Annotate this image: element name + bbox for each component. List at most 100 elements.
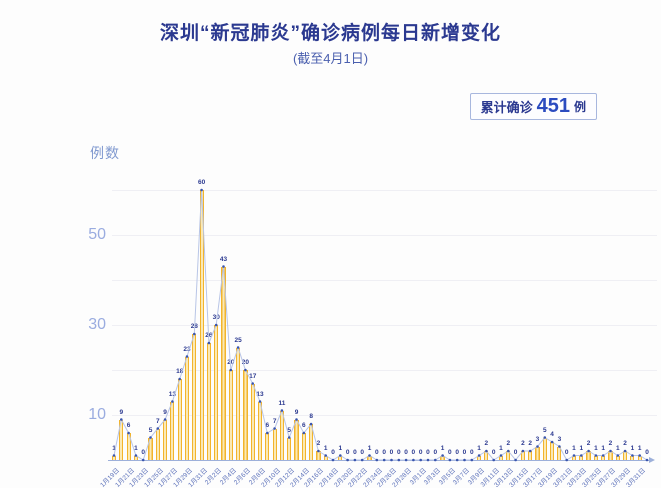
bar-value-label: 0 (564, 449, 569, 456)
bar-value-label: 2 (623, 440, 627, 447)
bar-value-label: 0 (462, 449, 467, 456)
bar-value-label: 30 (212, 314, 220, 321)
bar-value-label: 3 (535, 435, 540, 443)
bar (199, 190, 204, 460)
bar (192, 334, 197, 460)
bar (206, 343, 211, 460)
bar-value-label: 0 (141, 449, 146, 456)
bar (484, 451, 489, 460)
bar (221, 266, 226, 460)
bar-value-label: 5 (542, 426, 547, 434)
bar-value-label: 0 (353, 449, 357, 456)
bar (535, 446, 540, 460)
bar-value-label: 7 (272, 417, 277, 425)
bar-value-label: 2 (506, 440, 511, 447)
bar-value-label: 1 (367, 444, 372, 452)
bar-value-label: 0 (389, 449, 394, 456)
bar-value-label: 2 (521, 440, 525, 447)
bar-value-label: 20 (241, 359, 250, 366)
bar-value-label: 6 (126, 422, 131, 429)
bar-value-label: 0 (469, 449, 474, 456)
bar (476, 455, 482, 460)
cumulative-total-unit: 例 (573, 99, 586, 114)
bar-value-label: 0 (426, 449, 430, 456)
bar-value-label: 1 (499, 444, 503, 452)
bar-value-label: 1 (615, 444, 620, 452)
bar (323, 455, 328, 460)
bar-value-label: 0 (345, 449, 350, 456)
bar (184, 356, 190, 460)
gridline (112, 280, 657, 281)
bar-value-label: 9 (163, 408, 167, 416)
bar (615, 455, 620, 460)
y-tick-label: 50 (88, 226, 106, 243)
bar (593, 455, 598, 460)
bar-value-label: 1 (338, 444, 343, 452)
bar-value-label: 5 (148, 426, 153, 434)
bar (586, 451, 591, 460)
bar-value-label: 1 (601, 444, 605, 452)
bar-value-label: 0 (382, 449, 386, 456)
bar (265, 433, 270, 460)
bar (294, 419, 299, 460)
bar (579, 455, 584, 460)
bar (279, 410, 285, 460)
cumulative-total-label: 累计确诊 (480, 99, 533, 115)
bar (440, 455, 445, 460)
y-tick-label: 10 (88, 406, 106, 423)
bar-value-label: 2 (608, 440, 613, 447)
bar-value-label: 26 (205, 332, 213, 339)
bar-value-label: 28 (190, 323, 198, 330)
bar-value-label: 6 (302, 422, 306, 429)
bar (622, 451, 628, 460)
cumulative-total-badge: 累计确诊 451 例 (469, 93, 597, 120)
bar-value-label: 2 (316, 440, 321, 447)
bar-value-label: 0 (375, 449, 379, 456)
bar-value-label: 43 (219, 255, 228, 263)
bar-value-label: 0 (491, 449, 496, 456)
bar-value-label: 13 (168, 390, 177, 398)
bar (228, 370, 233, 460)
bar (601, 455, 606, 460)
bar-value-label: 0 (448, 449, 452, 456)
bar-value-label: 23 (183, 345, 191, 353)
bar (119, 419, 124, 460)
bar (316, 451, 321, 460)
bar (133, 455, 138, 460)
bar-value-label: 3 (557, 435, 562, 443)
bar-value-label: 0 (645, 449, 649, 456)
bar-value-label: 1 (637, 444, 642, 452)
bar (250, 383, 255, 460)
bar (367, 455, 372, 460)
bar (528, 451, 533, 460)
bar (338, 455, 343, 460)
bar-value-label: 9 (294, 408, 299, 416)
bar-value-label: 0 (433, 449, 438, 456)
bar-value-label: 5 (287, 426, 292, 434)
bar (111, 455, 117, 460)
bar-value-label: 1 (630, 444, 635, 452)
x-axis-line (108, 460, 649, 461)
bar-value-label: 20 (227, 359, 235, 366)
bar-value-label: 1 (323, 444, 328, 452)
bar-value-label: 1 (594, 444, 598, 452)
bar-value-label: 8 (309, 413, 313, 420)
bar-value-label: 1 (477, 444, 481, 452)
bar (506, 451, 511, 460)
bar-value-label: 11 (278, 399, 286, 407)
bar-value-label: 9 (119, 408, 124, 416)
bar-value-label: 2 (484, 440, 489, 447)
bar (549, 442, 555, 460)
bar-value-label: 17 (249, 372, 257, 380)
bar-value-label: 1 (112, 444, 116, 452)
bar-value-label: 0 (396, 449, 401, 456)
bar-value-label: 2 (528, 440, 532, 447)
chart-title: 深圳“新冠肺炎”确诊病例每日新增变化 (159, 23, 501, 44)
bar (608, 451, 613, 460)
bar-value-label: 1 (440, 444, 445, 452)
cumulative-total-value: 451 (536, 95, 570, 117)
bar (236, 347, 241, 460)
bar-value-label: 25 (234, 336, 242, 344)
bar (571, 455, 577, 460)
